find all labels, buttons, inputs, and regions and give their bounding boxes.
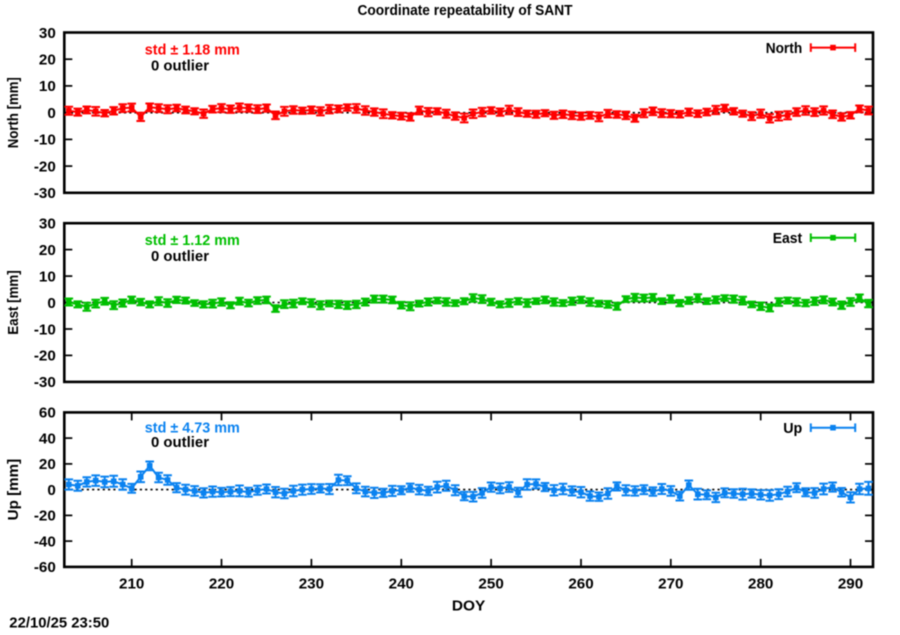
svg-text:10: 10	[39, 78, 56, 95]
svg-text:-20: -20	[34, 508, 56, 525]
svg-text:30: 30	[39, 216, 56, 233]
svg-text:280: 280	[748, 576, 773, 593]
svg-text:240: 240	[389, 576, 414, 593]
svg-text:-30: -30	[34, 374, 56, 391]
svg-text:0 outlier: 0 outlier	[151, 58, 209, 75]
svg-text:East [mm]: East [mm]	[5, 270, 22, 335]
svg-text:30: 30	[39, 25, 56, 42]
svg-text:-20: -20	[34, 348, 56, 365]
svg-text:Up: Up	[783, 420, 802, 437]
svg-text:-30: -30	[34, 185, 56, 202]
svg-text:std ± 1.18 mm: std ± 1.18 mm	[145, 41, 240, 58]
svg-text:20: 20	[39, 52, 56, 69]
svg-text:260: 260	[568, 576, 593, 593]
svg-text:0 outlier: 0 outlier	[151, 248, 209, 265]
svg-text:-10: -10	[34, 321, 56, 338]
svg-text:230: 230	[299, 576, 324, 593]
svg-text:20: 20	[39, 242, 56, 259]
svg-text:0: 0	[47, 482, 55, 499]
svg-text:10: 10	[39, 268, 56, 285]
svg-text:250: 250	[478, 576, 503, 593]
svg-text:DOY: DOY	[452, 598, 485, 615]
svg-text:22/10/25 23:50: 22/10/25 23:50	[9, 615, 109, 631]
svg-text:-10: -10	[34, 132, 56, 149]
svg-text:-60: -60	[34, 559, 56, 576]
svg-text:220: 220	[209, 576, 234, 593]
svg-text:290: 290	[838, 576, 863, 593]
svg-text:270: 270	[658, 576, 683, 593]
svg-text:60: 60	[39, 405, 56, 422]
svg-text:0: 0	[47, 295, 55, 312]
svg-text:std ± 1.12 mm: std ± 1.12 mm	[145, 232, 240, 249]
svg-text:North [mm]: North [mm]	[5, 77, 22, 148]
svg-text:-40: -40	[34, 533, 56, 550]
svg-text:std ± 4.73 mm: std ± 4.73 mm	[145, 420, 240, 437]
svg-text:0 outlier: 0 outlier	[151, 434, 209, 451]
svg-text:Coordinate repeatability of SA: Coordinate repeatability of SANT	[358, 2, 574, 19]
svg-text:210: 210	[119, 576, 144, 593]
svg-text:North: North	[766, 40, 803, 57]
svg-text:-20: -20	[34, 158, 56, 175]
svg-text:40: 40	[39, 430, 56, 447]
svg-text:East: East	[773, 230, 803, 247]
svg-text:20: 20	[39, 456, 56, 473]
svg-text:0: 0	[47, 105, 55, 122]
svg-text:Up [mm]: Up [mm]	[5, 459, 22, 520]
